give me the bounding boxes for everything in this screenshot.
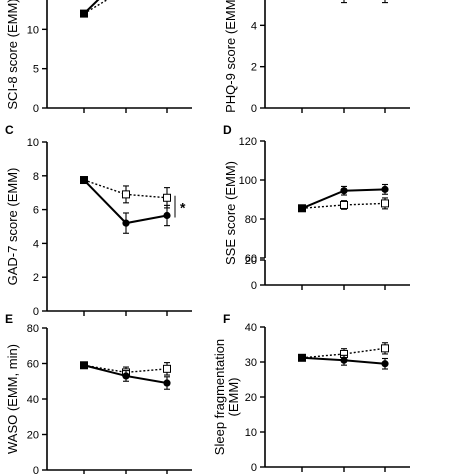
panel-letter: E bbox=[5, 312, 13, 326]
panel-letter: D bbox=[223, 123, 232, 137]
y-tick-label: 4 bbox=[33, 238, 39, 250]
y-tick-label: 2 bbox=[251, 62, 257, 74]
y-tick-label: 80 bbox=[245, 214, 257, 226]
significance-marker: * bbox=[180, 200, 186, 216]
y-tick-label: 20 bbox=[245, 255, 257, 267]
data-point-baseline bbox=[80, 176, 88, 184]
panel-f: F 0 10 20 30 40 Sleep fragmentation (EMM) bbox=[212, 312, 410, 474]
data-point-filled bbox=[163, 379, 171, 387]
y-tick-label: 0 bbox=[251, 462, 257, 474]
y-tick-label: 60 bbox=[245, 253, 257, 265]
y-tick-label: 5 bbox=[33, 64, 39, 76]
data-point-baseline bbox=[298, 354, 306, 362]
data-point-open bbox=[163, 364, 171, 373]
panel-a: 0 5 10 SCI-8 score (EMM) bbox=[5, 0, 192, 115]
y-tick-label: 8 bbox=[33, 171, 39, 183]
y-axis-label: SCI-8 score (EMM) bbox=[5, 0, 20, 110]
y-tick-label: 10 bbox=[245, 427, 257, 439]
data-point-baseline bbox=[80, 10, 88, 18]
y-tick-label: 0 bbox=[251, 280, 257, 292]
data-point-filled bbox=[122, 372, 130, 380]
y-tick-label: 0 bbox=[33, 103, 39, 115]
panel-letter: C bbox=[5, 123, 14, 137]
y-tick-label: 0 bbox=[251, 103, 257, 115]
y-tick-label: 0 bbox=[33, 465, 39, 474]
y-axis-label: PHQ-9 score (EMM) bbox=[223, 0, 238, 113]
y-tick-label: 120 bbox=[239, 136, 257, 148]
data-point-open bbox=[163, 193, 171, 202]
panel-e: E 0 20 40 60 80 WASO (EMM, min) bbox=[5, 312, 192, 474]
data-point-baseline bbox=[80, 361, 88, 369]
y-tick-label: 40 bbox=[245, 322, 257, 334]
y-tick-label: 6 bbox=[33, 205, 39, 217]
y-axis-label: SSE score (EMM) bbox=[223, 161, 238, 265]
data-point-open bbox=[381, 199, 389, 208]
y-axis-label: (EMM) bbox=[226, 378, 241, 417]
series-line-solid bbox=[83, 0, 100, 15]
series-line-dotted bbox=[301, 202, 386, 209]
data-point-open bbox=[122, 190, 130, 199]
data-point-filled bbox=[122, 219, 130, 227]
y-tick-label: 100 bbox=[239, 175, 257, 187]
data-point-filled bbox=[340, 187, 348, 195]
y-tick-label: 80 bbox=[27, 323, 39, 335]
panel-c: C 0 2 4 6 8 10 GAD-7 score (EMM) * bbox=[5, 123, 192, 318]
y-tick-label: 2 bbox=[33, 272, 39, 284]
y-tick-label: 20 bbox=[245, 392, 257, 404]
panel-letter: F bbox=[223, 312, 230, 326]
data-point-baseline bbox=[298, 204, 306, 212]
y-tick-label: 0 bbox=[33, 306, 39, 318]
y-axis-label: WASO (EMM, min) bbox=[5, 344, 20, 454]
data-point-filled bbox=[381, 185, 389, 193]
data-point-filled bbox=[381, 360, 389, 368]
series-line-dotted bbox=[83, 0, 109, 15]
y-tick-label: 40 bbox=[27, 394, 39, 406]
y-tick-label: 20 bbox=[27, 430, 39, 442]
data-point-open bbox=[381, 344, 389, 353]
y-axis-label: GAD-7 score (EMM) bbox=[5, 168, 20, 286]
y-tick-label: 4 bbox=[251, 20, 257, 32]
y-tick-label: 60 bbox=[27, 359, 39, 371]
data-point-open bbox=[340, 200, 348, 209]
data-point-filled bbox=[340, 356, 348, 364]
y-tick-label: 10 bbox=[27, 24, 39, 36]
y-tick-label: 30 bbox=[245, 357, 257, 369]
y-tick-label: 10 bbox=[27, 137, 39, 149]
data-point-filled bbox=[163, 211, 171, 220]
y-axis-label: Sleep fragmentation bbox=[212, 339, 227, 455]
series-line-dotted bbox=[301, 347, 386, 359]
